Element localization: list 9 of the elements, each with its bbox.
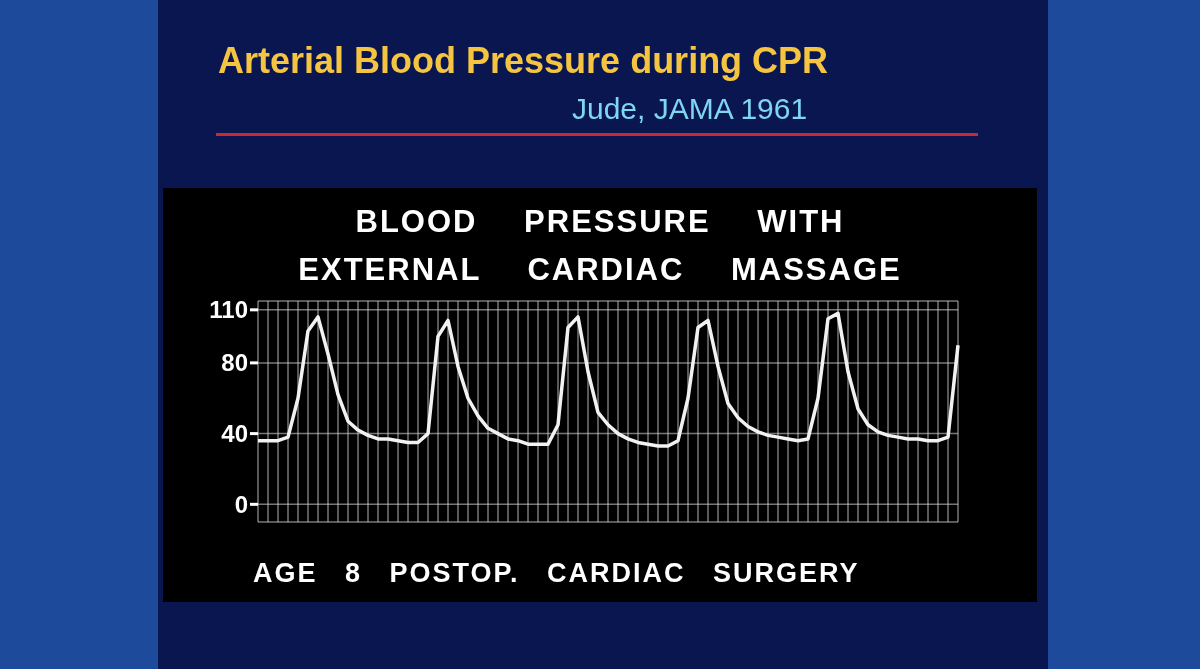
y-tick-label: 40 [221,420,248,448]
y-tick-label: 0 [234,490,248,518]
text: BLOOD PRESSURE WITH EXTERNAL CARDIAC MASSAGE [297,203,903,289]
chart-title: Arterial Blood Pressure during CPR [218,40,829,82]
text: AGE 8 POSTOP. CARDIAC SURGERY [253,558,860,589]
chart-subtitle: Jude, JAMA 1961 [572,92,808,126]
y-tick-label: 80 [221,349,248,377]
line-series [256,311,960,448]
y-tick-label: 110 [209,296,248,324]
